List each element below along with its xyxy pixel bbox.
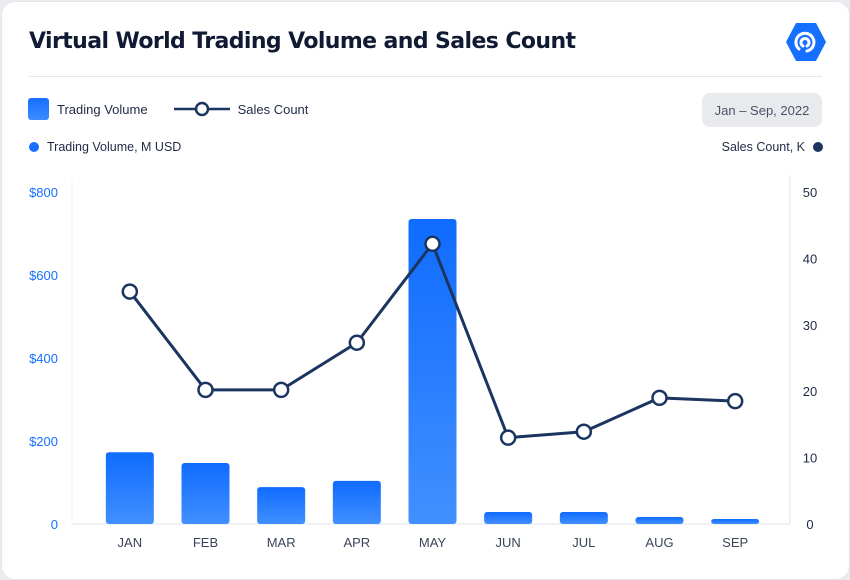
sales-point-jan: [121, 283, 139, 300]
bar-mar: [257, 487, 306, 524]
right-axis-tick: 30: [803, 318, 817, 333]
x-axis-tick: JAN: [118, 535, 143, 550]
x-axis-tick: JUL: [572, 535, 595, 550]
right-axis-tick: 40: [803, 251, 817, 266]
left-axis-title: Trading Volume, M USD: [29, 140, 181, 154]
legend-bar-swatch: [28, 98, 49, 120]
left-axis-tick: $800: [29, 185, 58, 200]
right-axis-tick: 0: [806, 517, 813, 532]
x-axis-tick: FEB: [193, 535, 218, 550]
sales-point-jun: [499, 429, 517, 446]
x-axis-tick: AUG: [645, 535, 673, 550]
legend-line-label: Sales Count: [237, 101, 309, 117]
x-axis-tick: JUN: [496, 535, 521, 550]
right-axis-tick: 10: [803, 451, 817, 466]
bar-jun: [484, 511, 533, 524]
left-axis-tick: $600: [29, 268, 58, 283]
x-axis-tick: SEP: [722, 535, 748, 550]
right-axis-title: Sales Count, K: [722, 140, 823, 154]
left-axis-tick: $400: [29, 351, 58, 366]
sales-point-feb: [197, 381, 214, 399]
x-axis-tick: APR: [343, 535, 370, 550]
legend-line-icon: [173, 101, 230, 117]
right-axis-tick: 50: [803, 185, 817, 200]
x-axis-tick: MAY: [419, 535, 447, 550]
hexagon-signal-logo-icon: [786, 23, 826, 61]
bar-jul: [559, 511, 608, 524]
divider: [29, 76, 822, 77]
date-range-button[interactable]: Jan – Sep, 2022: [702, 93, 822, 127]
sales-point-sep: [726, 392, 744, 410]
right-axis-dot-icon: [813, 142, 823, 152]
x-axis-tick: MAR: [267, 535, 296, 550]
right-axis-title-text: Sales Count, K: [721, 140, 805, 154]
bar-sep: [711, 519, 760, 524]
sales-point-mar: [272, 381, 290, 399]
legend-bar-label: Trading Volume: [57, 101, 148, 117]
bar-apr: [332, 480, 381, 524]
sales-point-may: [424, 235, 441, 253]
left-axis-title-text: Trading Volume, M USD: [47, 140, 182, 154]
bar-jan: [105, 452, 154, 524]
right-axis-tick: 20: [803, 384, 817, 399]
left-axis-tick: 0: [51, 517, 58, 532]
legend: Trading Volume Sales Count: [28, 98, 308, 120]
bar-may: [408, 218, 457, 524]
page-title: Virtual World Trading Volume and Sales C…: [29, 29, 576, 54]
sales-point-apr: [348, 334, 366, 351]
left-axis-tick: $200: [29, 434, 58, 449]
bar-aug: [635, 516, 684, 524]
left-axis-dot-icon: [29, 142, 39, 152]
sales-point-jul: [575, 423, 593, 440]
sales-point-aug: [651, 389, 668, 407]
bar-feb: [181, 462, 230, 524]
